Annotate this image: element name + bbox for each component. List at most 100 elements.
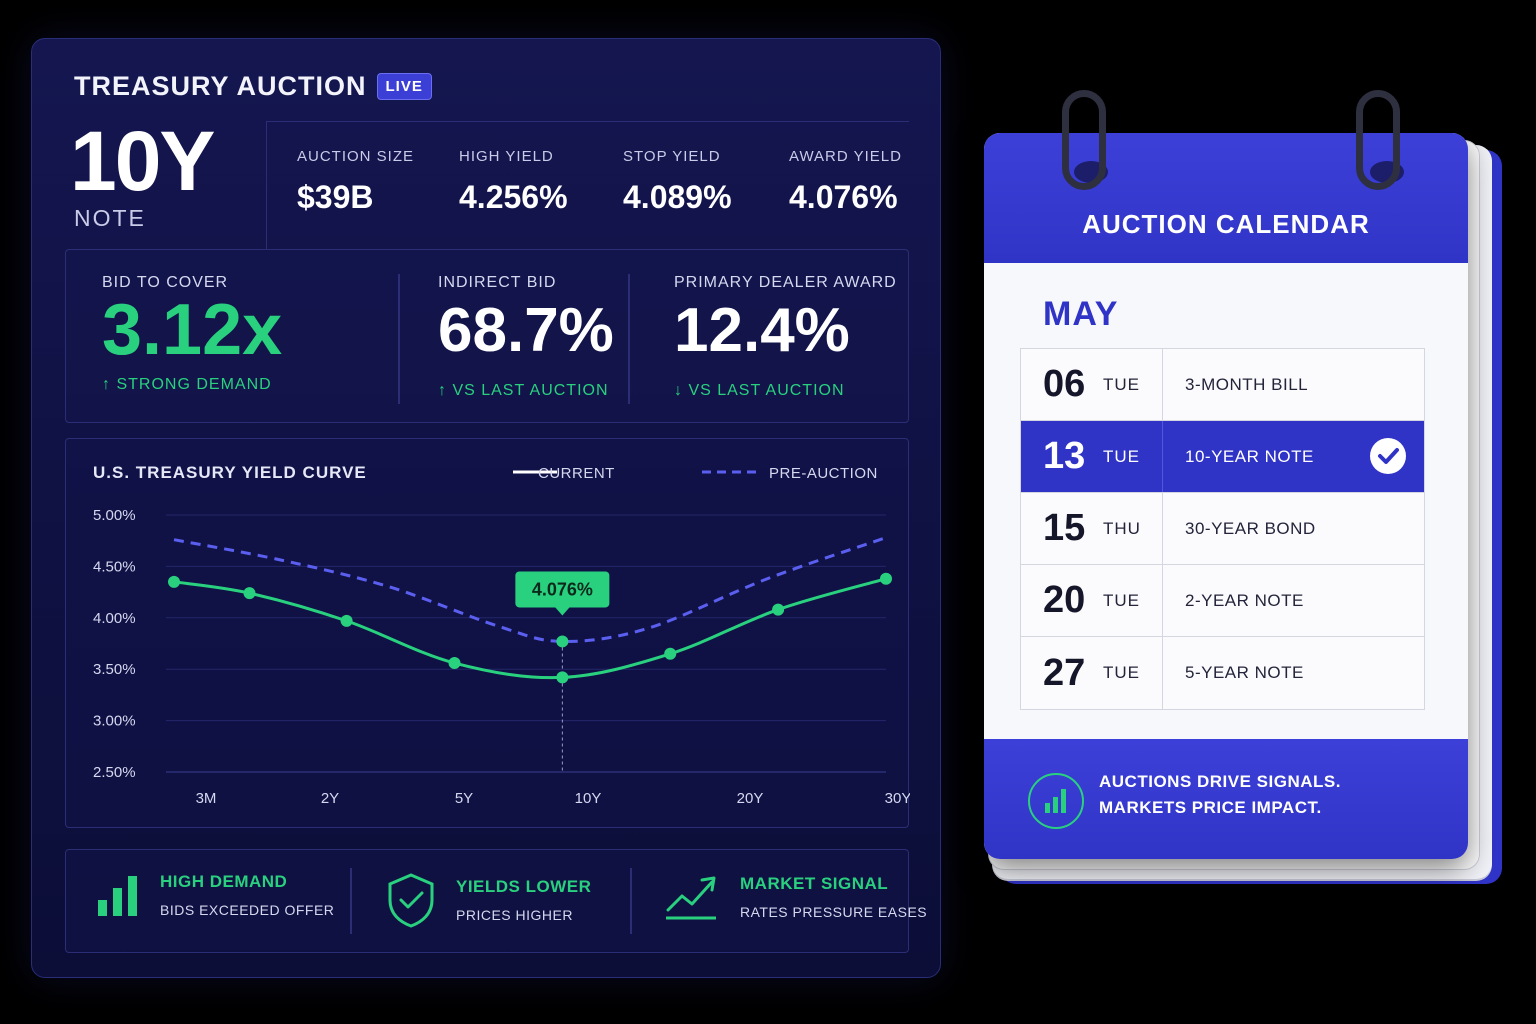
stat-label: STOP YIELD	[623, 148, 721, 165]
bar-chart-icon	[1028, 773, 1084, 829]
metric-change: ↓ VS LAST AUCTION	[674, 382, 845, 399]
feature-yields-lower: YIELDS LOWER PRICES HIGHER	[386, 872, 591, 928]
data-point-current	[772, 603, 785, 616]
calendar-row-selected[interactable]: 13 TUE 10-YEAR NOTE	[1021, 421, 1424, 493]
feature-subtitle: PRICES HIGHER	[456, 907, 573, 923]
metric-label: PRIMARY DEALER AWARD	[674, 274, 897, 291]
day-number: 06	[1043, 363, 1086, 405]
calendar-table: 06 TUE 3-MONTH BILL 13 TUE 10-YEAR NOTE 15…	[1020, 348, 1425, 710]
auction-calendar: AUCTION CALENDAR MAY 06 TUE 3-MONTH BILL …	[984, 133, 1468, 859]
chart-title: U.S. TREASURY YIELD CURVE	[93, 463, 367, 482]
weekday: THU	[1103, 518, 1141, 538]
weekday: TUE	[1103, 446, 1140, 466]
day-number: 13	[1043, 435, 1086, 477]
metric-bid-to-cover: BID TO COVER 3.12x ↑ STRONG DEMAND	[102, 274, 282, 394]
day-number: 15	[1043, 507, 1086, 549]
data-point-current	[168, 575, 180, 588]
calendar-row[interactable]: 06 TUE 3-MONTH BILL	[1021, 349, 1424, 421]
event-name: 2-YEAR NOTE	[1185, 590, 1304, 610]
event-name: 30-YEAR BOND	[1185, 518, 1316, 538]
divider	[398, 274, 400, 404]
weekday: TUE	[1103, 374, 1140, 394]
data-point-current	[556, 671, 569, 684]
data-point-current	[340, 614, 353, 627]
auction-stats: AUCTION SIZE $39B HIGH YIELD 4.256% STOP…	[266, 121, 909, 249]
tenor-sublabel: NOTE	[74, 205, 146, 231]
feature-market-signal: MARKET SIGNAL RATES PRESSURE EASES	[662, 872, 927, 922]
feature-high-demand: HIGH DEMAND BIDS EXCEEDED OFFER	[96, 872, 334, 918]
highlight-label: 4.076%	[532, 579, 593, 599]
metric-change: ↑ STRONG DEMAND	[102, 376, 272, 393]
stat-value: 4.089%	[623, 179, 732, 215]
stat-value: 4.076%	[789, 179, 898, 215]
feature-title: YIELDS LOWER	[456, 877, 592, 896]
event-name: 3-MONTH BILL	[1185, 374, 1309, 394]
live-badge: LIVE	[376, 73, 432, 100]
calendar-month: MAY	[1043, 295, 1119, 333]
y-tick-label: 3.00%	[93, 713, 136, 730]
footer-line: AUCTIONS DRIVE SIGNALS.	[1099, 772, 1341, 791]
x-tick-label: 10Y	[575, 790, 602, 807]
feature-title: HIGH DEMAND	[160, 872, 288, 891]
stat-label: AWARD YIELD	[789, 148, 902, 165]
metric-indirect-bid: INDIRECT BID 68.7% ↑ VS LAST AUCTION	[438, 274, 614, 400]
feature-subtitle: BIDS EXCEEDED OFFER	[160, 902, 335, 918]
y-tick-label: 4.00%	[93, 610, 136, 627]
x-tick-label: 30Y	[885, 790, 910, 807]
event-name: 10-YEAR NOTE	[1185, 446, 1314, 466]
highlight-label-pointer	[555, 607, 570, 616]
divider	[628, 274, 630, 404]
weekday: TUE	[1103, 590, 1140, 610]
shield-check-icon	[388, 873, 434, 928]
stat-award-yield: AWARD YIELD 4.076%	[789, 148, 902, 216]
y-tick-label: 2.50%	[93, 764, 136, 781]
metric-value: 68.7%	[438, 296, 614, 365]
y-tick-label: 3.50%	[93, 661, 136, 678]
calendar-row[interactable]: 27 TUE 5-YEAR NOTE	[1021, 637, 1424, 709]
footer-line: MARKETS PRICE IMPACT.	[1099, 798, 1322, 817]
series-line-current	[173, 577, 887, 680]
event-name: 5-YEAR NOTE	[1185, 663, 1304, 682]
legend-preauction-label: PRE-AUCTION	[769, 465, 878, 482]
binder-ring	[1062, 90, 1106, 190]
binder-ring	[1356, 90, 1400, 190]
data-point-current	[880, 572, 892, 585]
check-icon	[1370, 438, 1406, 474]
tenor-label: 10Y	[70, 114, 215, 208]
stat-label: HIGH YIELD	[459, 148, 554, 165]
stat-value: 4.256%	[459, 179, 568, 215]
calendar-row[interactable]: 15 THU 30-YEAR BOND	[1021, 493, 1424, 565]
calendar-row[interactable]: 20 TUE 2-YEAR NOTE	[1021, 565, 1424, 637]
highlight-label-box	[515, 571, 610, 608]
metric-value: 3.12x	[102, 290, 283, 370]
trend-up-icon	[666, 876, 716, 920]
bar-chart-icon	[98, 876, 137, 916]
x-tick-label: 5Y	[455, 790, 473, 807]
divider	[350, 868, 352, 934]
legend-current-label: CURRENT	[538, 465, 615, 482]
x-tick-label: 20Y	[737, 790, 764, 807]
auction-dashboard-panel: TREASURY AUCTION LIVE 10Y NOTE AUCTION S…	[31, 38, 941, 978]
stat-label: AUCTION SIZE	[297, 148, 415, 165]
metric-label: BID TO COVER	[102, 274, 229, 291]
feature-title: MARKET SIGNAL	[740, 874, 889, 893]
weekday: TUE	[1103, 663, 1140, 682]
y-tick-label: 4.50%	[93, 558, 136, 575]
data-point-current	[448, 657, 461, 670]
metric-label: INDIRECT BID	[438, 274, 557, 291]
yield-curve-chart: U.S. TREASURY YIELD CURVE CURRENT PRE-AU…	[65, 438, 910, 828]
metric-value: 12.4%	[674, 296, 850, 365]
day-number: 20	[1043, 579, 1086, 621]
data-point-current	[664, 647, 677, 660]
stat-high-yield: HIGH YIELD 4.256%	[459, 148, 568, 216]
data-point-current	[243, 587, 256, 600]
calendar-title: AUCTION CALENDAR	[1082, 209, 1370, 239]
stat-value: $39B	[297, 179, 374, 215]
signal-summary: HIGH DEMAND BIDS EXCEEDED OFFER YIELDS L…	[65, 849, 927, 953]
y-tick-label: 5.00%	[93, 507, 136, 524]
x-tick-label: 2Y	[321, 790, 339, 807]
calendar-footer-text: AUCTIONS DRIVE SIGNALS. MARKETS PRICE IM…	[1099, 769, 1341, 821]
stat-auction-size: AUCTION SIZE $39B	[297, 148, 414, 216]
calendar-footer: AUCTIONS DRIVE SIGNALS. MARKETS PRICE IM…	[984, 739, 1468, 859]
dashboard-title: TREASURY AUCTION	[74, 71, 367, 101]
